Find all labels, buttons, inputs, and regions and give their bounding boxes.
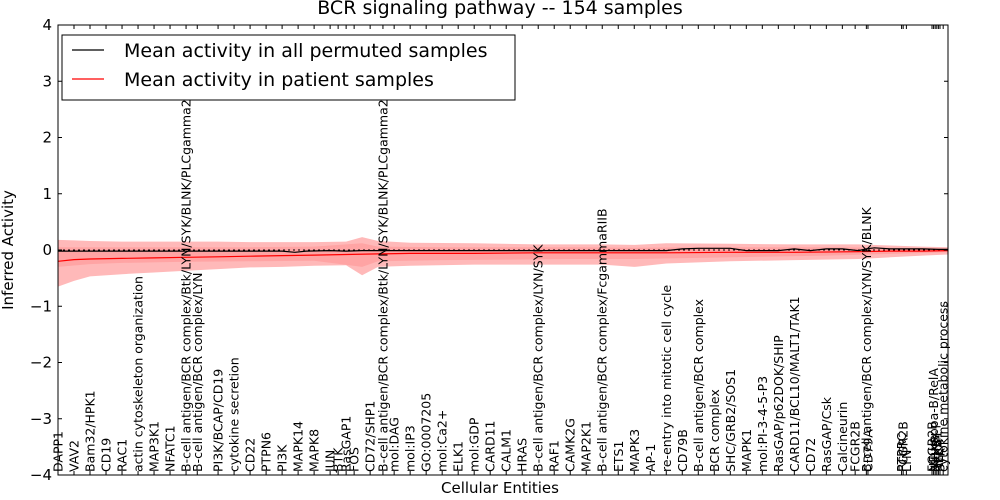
x-category-label: PI3K [275,444,290,472]
x-category-label: VAV2 [67,440,82,472]
x-category-label: B-cell antigen/BCR complex/FcgammaRIIB [595,208,610,472]
x-category-label: MAPK1 [739,429,754,472]
x-category-label: MAPK3 [627,429,642,472]
x-category-label: MAPK8 [307,429,322,472]
x-category-label: GO:0007205 [419,393,434,472]
x-category-label: NFKB1 [929,431,944,472]
y-tick-label: 2 [42,129,52,147]
y-tick-label: 1 [42,185,52,203]
x-category-label: Bam32/HPK1 [83,390,98,472]
x-category-label: B-cell antigen/BCR complex/Btk/LYN/SYK/B… [179,99,194,472]
y-axis-label: Inferred Activity [0,190,17,310]
x-category-label: JUN [323,450,338,473]
y-tick-label: 0 [42,241,52,259]
x-category-label: CAMK2G [563,418,578,472]
x-category-label: CD19 [99,438,114,472]
x-category-label: cytokine metabolic process [936,301,951,472]
x-category-label: RasGAP/Csk [819,396,834,472]
x-category-label: BTK [331,447,346,472]
x-category-label: B-cell antigen/BCR complex/LYN/SYK [531,244,546,472]
x-category-label: BCR complex [707,389,722,472]
legend-box [61,34,516,101]
x-category-label: cytokine secretion [227,357,242,472]
x-category-label: B-cell antigen/BCR complex [691,299,706,472]
x-category-label: RasGAP/p62DOK/SHIP [771,335,786,472]
legend: Mean activity in all permuted samples Me… [61,34,516,101]
y-tick-label: −1 [30,297,52,315]
x-category-label: ETS1 [611,441,626,472]
x-category-label: RAC1 [115,439,130,472]
lines-layer [57,247,949,262]
x-category-label: PI3K/BCAP/CD19 [211,369,226,472]
x-category-label: FOS [347,447,362,472]
y-tick-label: 3 [42,72,52,90]
x-axis-label: Cellular Entities [441,479,559,497]
confidence-band-1 [58,237,948,287]
x-category-label: IKBKB [928,435,943,472]
x-category-label: re-entry into mitotic cell cycle [659,284,674,472]
x-category-labels: DAPP1 VAV2 Bam32/HPK1 CD19 RAC1 actin cytoske… [51,25,951,475]
y-tick-label: 4 [42,16,52,34]
x-category-label: DAPP1 [51,431,66,472]
x-category-label: ELK1 [451,441,466,472]
bands-layer [58,237,948,287]
x-category-label: actin cytoskeleton organization [131,276,146,472]
x-category-label: PTPN6 [259,432,274,472]
x-category-label: MAPK14 [291,421,306,472]
x-category-label: AP-1 [643,444,658,472]
x-category-label: CD72 [803,438,818,472]
y-tick-label: −4 [30,466,52,484]
confidence-band-2 [58,243,948,267]
x-category-label: MAP3K1 [147,421,162,472]
x-category-label: B-cell antigen/BCR complex/LYN/SYK/BLNK [859,206,874,472]
x-category-label: CD72/SHP1 [363,401,378,472]
x-category-label: FCGR2B [848,421,863,472]
x-category-label: NF-kappa-B/RelA [926,368,941,472]
x-category-label: CD79A [861,429,876,472]
x-category-label: NFATC1 [163,425,178,472]
x-category-label: SHC/GRB2/SOS1 [723,369,738,472]
x-category-label: mol:GDP [467,417,482,472]
x-category-label: LYN [899,450,914,472]
y-tick-label: −2 [30,354,52,372]
legend-label-permuted: Mean activity in all permuted samples [124,40,487,62]
x-category-label: mol:IP3 [403,425,418,472]
x-category-label: B-cell antigen/BCR complex/Btk/LYN/SYK/B… [375,99,390,472]
series-line-patient [57,250,949,262]
x-category-label: RasGAP1 [339,416,354,472]
x-category-label: SYK [933,447,948,472]
x-category-label: mol:PI-3-4-5-P3 [755,376,770,472]
x-category-label: RELA [931,439,946,472]
x-category-label: RAF1 [547,440,562,472]
x-category-label: HRAS [515,438,530,472]
x-category-label: mol:Ca2+ [435,410,450,472]
x-category-label: CARD11 [483,421,498,473]
x-category-label: FCGR2B [896,421,911,472]
x-category-label: FCGR2B [925,421,940,472]
x-category-label: CALM1 [499,429,514,472]
x-category-label: mol:DAG [387,417,402,472]
x-category-label: MAP2K1 [579,421,594,472]
chart-title: BCR signaling pathway -- 154 samples [317,0,683,19]
x-category-label: CARD11/BCL10/MALT1/TAK1 [787,296,802,472]
x-category-label: Calcineurin [835,402,850,472]
y-tick-label: −3 [30,410,52,428]
x-category-label: CD22 [243,438,258,472]
x-category-label: PTPRC [894,432,909,472]
legend-label-patient: Mean activity in patient samples [124,69,434,91]
x-category-label: B-cell antigen/BCR complex/LYN [190,273,205,473]
series-line-permuted [58,247,948,253]
x-category-label: CD79B [675,429,690,472]
y-ticks: 4 3 2 1 0 −1 −2 −3 −4 [30,16,948,484]
